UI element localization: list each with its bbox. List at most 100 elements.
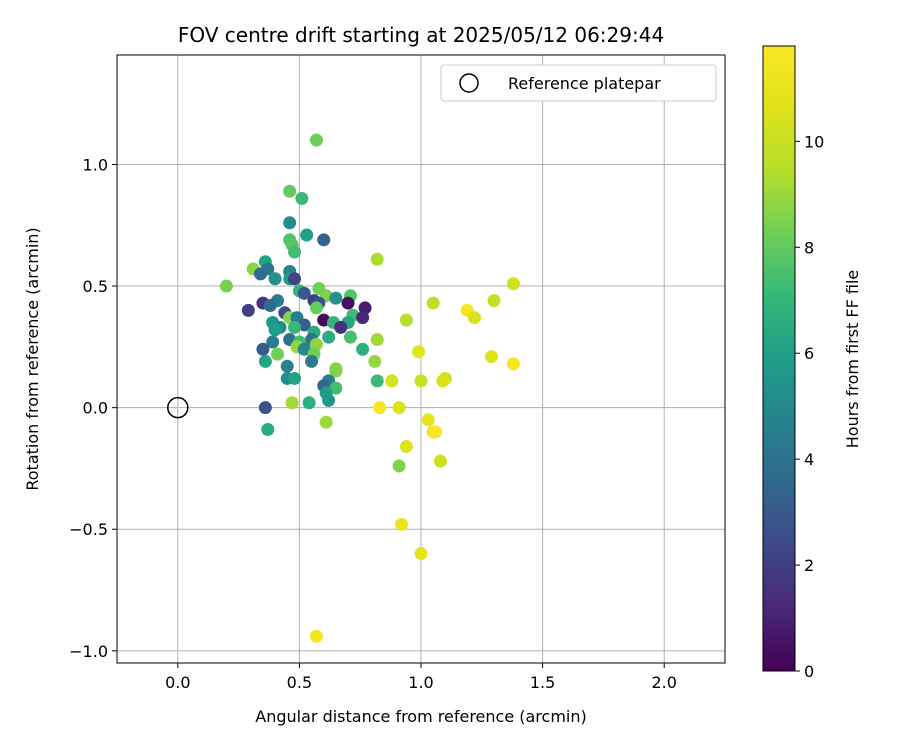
data-point — [414, 547, 428, 561]
data-point — [317, 233, 331, 247]
data-point — [322, 330, 336, 344]
data-point — [356, 342, 370, 356]
x-tick-label: 2.0 — [651, 673, 676, 692]
data-point — [412, 345, 426, 359]
data-point — [399, 440, 413, 454]
colorbar-tick-label: 4 — [804, 450, 814, 469]
legend-box — [440, 64, 717, 102]
y-tick-label: 0.5 — [83, 277, 108, 296]
data-point — [256, 342, 270, 356]
data-point — [283, 216, 297, 230]
data-point — [309, 301, 323, 315]
y-tick-label: −0.5 — [69, 520, 108, 539]
colorbar-tick-label: 8 — [804, 238, 814, 257]
data-point — [300, 228, 314, 242]
colorbar-ticks: 0 2 4 6 8 10 — [795, 132, 824, 681]
data-point — [329, 381, 343, 395]
data-point — [487, 294, 501, 308]
data-point — [241, 303, 255, 317]
data-point — [317, 313, 331, 327]
data-point — [392, 401, 406, 415]
x-axis-label: Angular distance from reference (arcmin) — [255, 707, 586, 726]
data-point — [370, 374, 384, 388]
x-tick-label: 1.5 — [530, 673, 555, 692]
data-points — [219, 133, 520, 643]
data-point — [370, 333, 384, 347]
data-point — [268, 272, 282, 286]
data-point — [506, 357, 520, 371]
data-point — [261, 423, 275, 437]
data-point — [305, 354, 319, 368]
colorbar-tick-label: 2 — [804, 556, 814, 575]
y-tick-label: 0.0 — [83, 399, 108, 418]
reference-point — [167, 396, 189, 419]
data-point — [322, 393, 336, 407]
data-point — [288, 245, 302, 259]
data-point — [343, 330, 357, 344]
x-tick-label: 1.0 — [408, 673, 433, 692]
data-point — [288, 272, 302, 286]
data-point — [429, 425, 443, 439]
data-point — [297, 342, 311, 356]
colorbar: 0 2 4 6 8 10 Hours from first FF file — [762, 45, 862, 681]
data-point — [288, 371, 302, 385]
data-point — [253, 267, 267, 281]
data-point — [356, 311, 370, 325]
data-point — [288, 320, 302, 334]
y-axis-label: Rotation from reference (arcmin) — [23, 227, 42, 490]
data-point — [263, 298, 277, 312]
data-point — [385, 374, 399, 388]
data-point — [309, 133, 323, 147]
data-point — [436, 374, 450, 388]
data-point — [258, 401, 272, 415]
data-point — [309, 337, 323, 351]
data-point — [283, 184, 297, 198]
data-point — [280, 359, 294, 373]
data-point — [319, 415, 333, 429]
legend-label: Reference platepar — [508, 74, 661, 93]
colorbar-tick-label: 10 — [804, 132, 824, 151]
data-point — [266, 335, 280, 349]
data-point — [271, 347, 285, 361]
legend-reference-marker — [459, 73, 479, 93]
data-point — [329, 291, 343, 305]
data-point — [395, 517, 409, 531]
colorbar-gradient — [762, 45, 796, 672]
axis-ticks: 0.0 0.5 1.0 1.5 2.0 −1.0 −0.5 0.0 0.5 1.0 — [69, 155, 677, 692]
data-point — [392, 459, 406, 473]
data-point — [358, 301, 372, 315]
data-point — [373, 401, 387, 415]
data-point — [297, 318, 311, 332]
colorbar-tick-label: 6 — [804, 344, 814, 363]
data-point — [309, 629, 323, 643]
colorbar-tick-label: 0 — [804, 662, 814, 681]
y-tick-label: 1.0 — [83, 155, 108, 174]
data-point — [302, 396, 316, 410]
data-point — [468, 311, 482, 325]
data-point — [334, 320, 348, 334]
data-point — [329, 364, 343, 378]
data-point — [258, 354, 272, 368]
data-point — [421, 413, 435, 427]
data-point — [433, 454, 447, 468]
colorbar-label: Hours from first FF file — [843, 270, 862, 449]
data-point — [506, 277, 520, 291]
data-point — [219, 279, 233, 293]
data-point — [399, 313, 413, 327]
data-point — [368, 354, 382, 368]
data-point — [414, 374, 428, 388]
chart-title: FOV centre drift starting at 2025/05/12 … — [178, 23, 664, 47]
data-point — [285, 396, 299, 410]
x-tick-label: 0.5 — [287, 673, 312, 692]
grid-lines — [117, 55, 725, 663]
x-tick-label: 0.0 — [165, 673, 190, 692]
data-point — [370, 252, 384, 266]
data-point — [341, 296, 355, 310]
data-point — [268, 323, 282, 337]
data-point — [297, 286, 311, 300]
plot-frame — [116, 54, 726, 664]
reference-marker — [167, 396, 189, 419]
data-point — [295, 191, 309, 205]
y-tick-label: −1.0 — [69, 642, 108, 661]
